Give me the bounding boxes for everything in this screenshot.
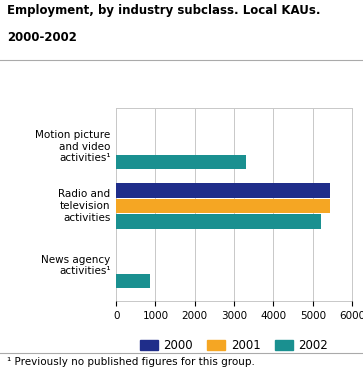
Bar	[116, 155, 246, 169]
Bar	[116, 183, 330, 198]
Legend: 2000, 2001, 2002: 2000, 2001, 2002	[135, 334, 333, 356]
Bar	[116, 199, 330, 213]
Bar	[116, 214, 321, 229]
Text: Employment, by industry subclass. Local KAUs.: Employment, by industry subclass. Local …	[7, 4, 321, 17]
Bar	[116, 274, 150, 288]
Text: ¹ Previously no published figures for this group.: ¹ Previously no published figures for th…	[7, 357, 255, 367]
Text: 2000-2002: 2000-2002	[7, 31, 77, 44]
